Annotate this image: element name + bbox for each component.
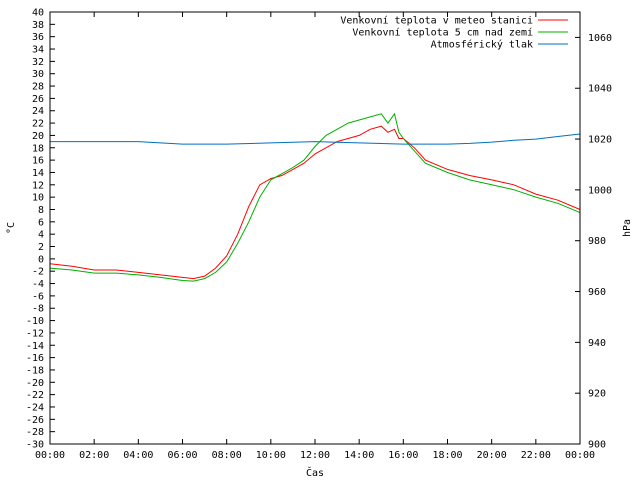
x-axis-label: Čas: [306, 466, 324, 479]
y-tick-label: 14: [32, 168, 44, 179]
y-tick-label: 12: [32, 180, 44, 191]
y-tick-label: 6: [38, 217, 44, 228]
series-line-1: [49, 125, 581, 280]
y-axis-label: °C: [6, 222, 17, 234]
y-tick-label: 28: [32, 82, 44, 93]
y-tick-label: 10: [32, 193, 44, 204]
y2-tick-label: 1000: [588, 185, 612, 196]
series-line-3: [50, 133, 581, 145]
y-tick-label: 26: [32, 94, 44, 105]
y-tick-label: 24: [32, 106, 44, 117]
y-tick-label: 22: [32, 119, 44, 130]
x-tick-label: 12:00: [300, 450, 330, 461]
y-tick-label: 16: [32, 156, 44, 167]
y-tick-label: 20: [32, 131, 44, 142]
x-tick-label: 04:00: [123, 450, 153, 461]
y-tick-label: 36: [32, 32, 44, 43]
tick-layer: 00:00 02:00 04:00 06:00 08:00 10:00 12:00 14:00…: [26, 8, 612, 462]
y2-tick-label: 980: [588, 236, 606, 247]
x-tick-label: 00:00: [35, 450, 65, 461]
y-tick-label: 30: [32, 69, 44, 80]
legend-label-3: Atmosférický tlak: [431, 39, 533, 51]
y2-tick-label: 900: [588, 440, 606, 451]
y-tick-label: 8: [38, 205, 44, 216]
y2-tick-label: 940: [588, 338, 606, 349]
y-tick-label: -8: [32, 304, 44, 315]
x-tick-label: 20:00: [477, 450, 507, 461]
x-tick-label: 08:00: [212, 450, 242, 461]
y2-tick-label: 1060: [588, 33, 612, 44]
x-tick-label: 16:00: [388, 450, 418, 461]
legend-label-2: Venkovní teplota 5 cm nad zemí: [352, 27, 533, 39]
y-tick-label: 0: [38, 254, 44, 265]
series-line-2: [49, 112, 581, 282]
y-tick-label: -20: [26, 378, 44, 389]
y-tick-label: 34: [32, 45, 44, 56]
y-tick-label: 18: [32, 143, 44, 154]
y2-tick-label: 920: [588, 389, 606, 400]
y-tick-label: 4: [38, 230, 44, 241]
x-tick-label: 02:00: [79, 450, 109, 461]
x-tick-label: 22:00: [521, 450, 551, 461]
x-tick-label: 10:00: [256, 450, 286, 461]
y-tick-label: -16: [26, 353, 44, 364]
y-tick-label: -18: [26, 365, 44, 376]
y2-tick-label: 1020: [588, 135, 612, 146]
y-tick-label: -26: [26, 415, 44, 426]
y-tick-label: -4: [32, 279, 44, 290]
y-tick-label: -6: [32, 291, 44, 302]
plot-frame: [49, 11, 581, 445]
y-tick-label: -28: [26, 427, 44, 438]
y-tick-label: -14: [26, 341, 44, 352]
series-layer: [49, 112, 581, 282]
y-tick-label: -10: [26, 316, 44, 327]
y-tick-label: 40: [32, 8, 44, 19]
x-tick-label: 14:00: [344, 450, 374, 461]
y2-axis-label: hPa: [622, 219, 633, 237]
x-tick-label: 06:00: [167, 450, 197, 461]
y-tick-label: 38: [32, 20, 44, 31]
legend-label-1: Venkovní teplota v meteo stanici: [340, 15, 533, 27]
y-tick-label: -24: [26, 402, 44, 413]
y-tick-label: -12: [26, 328, 44, 339]
y-tick-label: -2: [32, 267, 44, 278]
y2-tick-label: 960: [588, 287, 606, 298]
x-tick-label: 00:00: [565, 450, 595, 461]
y-tick-label: -22: [26, 390, 44, 401]
y-tick-label: 32: [32, 57, 44, 68]
y2-tick-label: 1040: [588, 84, 612, 95]
y-tick-label: -30: [26, 440, 44, 451]
y-tick-label: 2: [38, 242, 44, 253]
x-tick-label: 18:00: [432, 450, 462, 461]
legend: Venkovní teplota v meteo staniciVenkovní…: [340, 15, 568, 51]
